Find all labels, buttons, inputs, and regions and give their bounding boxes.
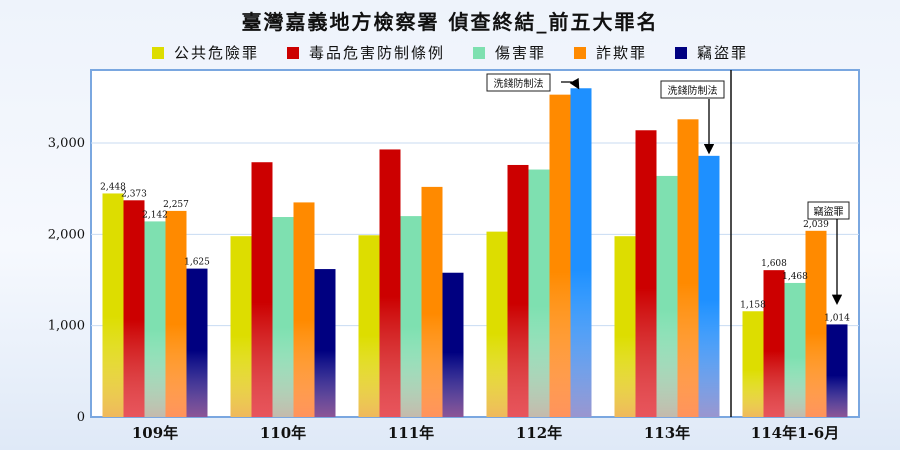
bar-sheen: [358, 235, 380, 417]
x-tick-label: 111年: [388, 424, 434, 442]
annotation-label: 洗錢防制法: [668, 84, 718, 97]
legend-label: 竊盜罪: [697, 44, 749, 62]
bar-sheen: [144, 221, 166, 417]
bar-sheen: [507, 164, 529, 417]
bar-sheen: [614, 236, 636, 417]
data-label: 2,142: [142, 210, 168, 220]
legend-item: 公共危險罪: [151, 42, 259, 63]
bar-sheen: [742, 311, 764, 417]
y-tick-label: 2,000: [48, 227, 85, 242]
bar-sheen: [528, 169, 550, 417]
data-label: 2,039: [803, 220, 829, 230]
data-label: 2,373: [121, 189, 147, 199]
legend-item: 傷害罪: [472, 42, 546, 63]
y-tick-label: 1,000: [48, 319, 85, 334]
bar-sheen: [442, 272, 464, 417]
x-tick-label: 114年1-6月: [751, 424, 839, 442]
annotation-label: 竊盜罪: [814, 205, 844, 218]
y-tick-label: 3,000: [48, 136, 85, 151]
legend-label: 詐欺罪: [596, 44, 648, 62]
x-tick-label: 110年: [260, 424, 306, 442]
chart-title: 臺灣嘉義地方檢察署 偵查終結_前五大罪名: [241, 10, 659, 34]
legend-item: 毒品危害防制條例: [286, 42, 445, 63]
annotation-label: 洗錢防制法: [494, 77, 544, 90]
bar-sheen: [102, 193, 124, 417]
bar-sheen: [379, 149, 401, 417]
bar-sheen: [314, 269, 336, 417]
data-label: 1,468: [782, 272, 808, 282]
bar-sheen: [656, 175, 678, 417]
data-label: 1,014: [824, 313, 850, 323]
annotation-arrow: [561, 77, 580, 90]
annotation-box: [486, 73, 551, 92]
x-tick-label: 109年: [132, 424, 178, 442]
legend-label: 毒品危害防制條例: [308, 44, 445, 62]
legend-label: 傷害罪: [494, 44, 546, 62]
legend-swatch: [286, 46, 299, 59]
x-tick-label: 113年: [644, 424, 690, 442]
bar-sheen: [293, 202, 315, 417]
legend-swatch: [151, 46, 164, 59]
legend: 公共危險罪 毒品危害防制條例 傷害罪 詐欺罪 竊盜罪: [0, 42, 900, 63]
legend-item: 詐欺罪: [574, 42, 647, 63]
bar-sheen: [272, 217, 294, 417]
bar-sheen: [698, 155, 720, 417]
x-tick-label: 112年: [516, 424, 562, 442]
bar-sheen: [635, 130, 657, 417]
annotation-box: [807, 201, 850, 220]
data-label: 2,448: [100, 182, 126, 192]
bar-sheen: [400, 216, 422, 417]
bar-sheen: [421, 186, 443, 417]
bar-sheen: [677, 119, 699, 418]
bar-sheen: [486, 231, 508, 417]
legend-label: 公共危險罪: [173, 44, 259, 62]
bar-sheen: [570, 88, 592, 418]
bar-sheen: [165, 210, 187, 417]
bar-sheen: [826, 324, 848, 417]
annotation-box: [660, 80, 725, 99]
data-label: 1,158: [740, 300, 766, 310]
bar-sheen: [784, 282, 806, 417]
bar-sheen: [230, 236, 252, 417]
data-label: 1,625: [184, 258, 210, 268]
bar-sheen: [549, 94, 571, 417]
bar-sheen: [251, 162, 273, 417]
data-label: 2,257: [163, 200, 189, 210]
legend-swatch: [472, 46, 485, 59]
bar-sheen: [123, 200, 145, 417]
bar-sheen: [763, 270, 785, 417]
bar-sheen: [186, 268, 208, 417]
y-tick-label: 0: [77, 410, 85, 425]
legend-item: 竊盜罪: [675, 42, 748, 63]
legend-swatch: [675, 46, 688, 59]
legend-swatch: [574, 46, 586, 59]
bar-sheen: [805, 230, 827, 417]
data-label: 1,608: [761, 259, 787, 269]
